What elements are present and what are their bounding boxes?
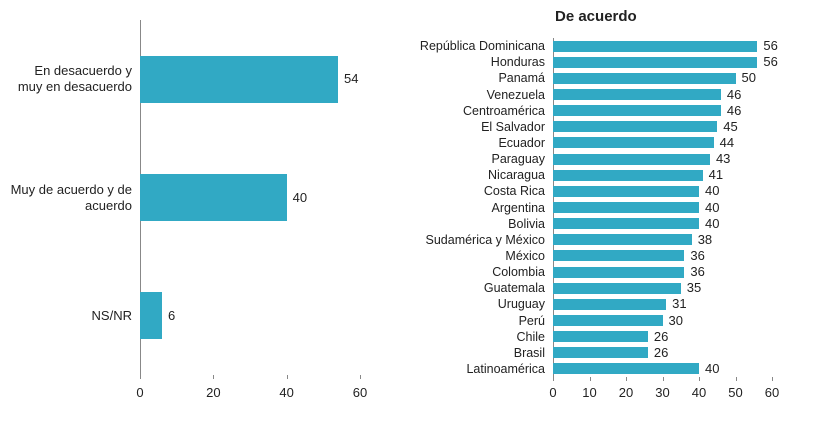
category-label: Costa Rica [483,184,545,199]
bar [140,292,162,340]
value-label: 44 [719,134,735,150]
tick-mark [626,377,627,381]
category-label: Bolivia [508,216,545,231]
category-label: Latinoamérica [466,361,545,376]
category-label: El Salvador [481,119,545,134]
bar [553,234,692,246]
bar [553,169,703,181]
value-label: 38 [697,231,713,247]
x-tick-label: 40 [279,385,294,400]
category-label: Brasil [513,345,545,360]
value-label: 30 [668,312,683,328]
bar [553,282,681,294]
bar [553,89,721,100]
category-label: Paraguay [491,152,545,167]
value-label: 26 [653,328,669,344]
bar [553,363,699,375]
value-label: 40 [705,199,720,215]
x-tick-label: 60 [352,385,368,400]
value-label: 45 [723,118,738,134]
x-tick-label: 10 [582,385,597,400]
bar [553,347,648,359]
bar [553,185,699,197]
value-label: 40 [705,183,720,199]
category-label: Venezuela [486,87,545,102]
bar [553,202,699,213]
value-label: 56 [763,54,778,70]
category-label: Muy de acuerdo y de acuerdo [10,181,132,213]
x-tick-label: 30 [655,385,670,400]
category-label: Sudamérica y México [425,232,546,247]
category-label: Chile [516,329,546,344]
tick-mark [360,375,361,379]
chart-title: De acuerdo [555,8,637,25]
x-tick-label: 0 [549,385,557,400]
category-label: México [505,248,545,263]
category-label: Colombia [492,265,545,280]
bar [553,331,648,343]
bar [553,105,721,117]
value-label: 50 [741,70,756,86]
value-label: 56 [763,38,778,54]
bar [553,250,685,262]
value-label: 40 [292,189,308,205]
tick-mark [662,377,664,381]
value-label: 43 [715,151,731,167]
tick-mark [772,377,773,381]
category-label: Panamá [498,71,545,86]
tick-mark [140,375,141,379]
x-tick-label: 50 [728,385,743,400]
value-label: 54 [344,71,359,87]
category-label: En desacuerdo y muy en desacuerdo [17,63,132,95]
value-label: 36 [690,247,705,263]
bar [140,173,287,222]
category-label: Centroamérica [463,103,545,118]
category-label: Uruguay [497,297,545,312]
tick-mark [699,377,700,381]
bar [553,121,718,133]
bar [553,266,685,278]
bar [553,218,699,230]
x-tick-label: 0 [136,385,144,400]
category-label: Honduras [490,55,545,70]
x-tick-label: 20 [618,385,634,400]
value-label: 46 [726,86,742,102]
category-label: Argentina [491,200,545,215]
category-label: Guatemala [483,281,545,296]
tick-mark [553,377,554,381]
bar [553,298,667,310]
value-label: 31 [672,296,687,312]
x-tick-label: 20 [206,385,221,400]
value-label: 36 [690,264,705,280]
tick-mark [213,375,215,379]
value-label: 26 [653,344,669,360]
category-label: Ecuador [498,135,545,150]
x-tick-label: 40 [691,385,707,400]
bar [553,315,663,326]
category-label: República Dominicana [419,39,545,54]
tick-mark [286,375,288,379]
x-tick-label: 60 [764,385,780,400]
bar [553,137,714,149]
value-label: 40 [705,215,720,231]
bar [553,153,710,165]
value-label: 40 [705,360,720,376]
bar [553,56,758,68]
tick-mark [589,377,591,381]
category-label: NS/NR [91,307,132,323]
value-label: 46 [726,102,742,118]
tick-mark [735,377,737,381]
bar [553,72,736,84]
bar [140,55,338,103]
value-label: 41 [708,167,724,183]
bar [553,40,758,52]
value-label: 35 [686,280,702,296]
category-label: Nicaragua [488,168,545,183]
value-label: 6 [168,307,176,323]
category-label: Perú [518,313,545,328]
